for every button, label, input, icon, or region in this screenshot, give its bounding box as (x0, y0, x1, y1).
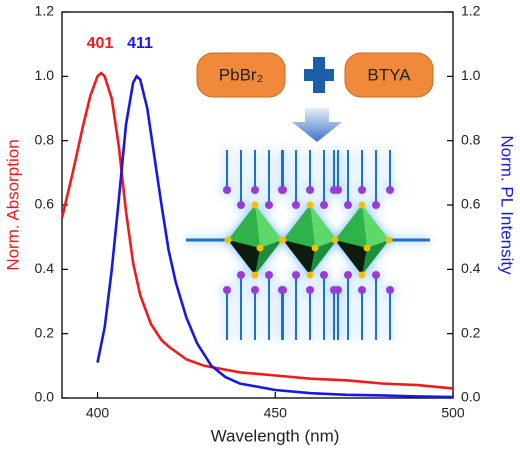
structure (186, 150, 430, 340)
x-axis-label: Wavelength (nm) (211, 426, 340, 445)
peak-label: 411 (127, 35, 153, 52)
data-line (60, 71, 454, 390)
bromine-atom (256, 244, 264, 252)
octahedron-face (335, 205, 367, 248)
ligand-atom (344, 201, 352, 209)
y-axis-label: Norm. Absorption (3, 139, 22, 270)
ligand-atom (306, 286, 314, 294)
x-tick-label: 450 (264, 405, 288, 421)
ligand-atom (223, 186, 231, 194)
data-line (96, 74, 454, 399)
ligand-atom (292, 201, 300, 209)
y2-tick-label: 0.4 (461, 260, 481, 276)
y-tick-label: 0.2 (35, 324, 55, 340)
octahedron-face (283, 205, 315, 248)
y-tick-label: 1.0 (35, 67, 55, 83)
y2-tick-label: 1.2 (461, 3, 481, 19)
ligand-atom (265, 271, 273, 279)
bromine-atom (358, 271, 366, 279)
y2-tick-label: 0.8 (461, 131, 481, 147)
bromine-atom (363, 244, 371, 252)
y2-tick-label: 0.6 (461, 196, 481, 212)
reactant-label: BTYA (367, 65, 411, 84)
ligand-atom (386, 286, 394, 294)
bromine-atom (311, 244, 319, 252)
ligand-atom (278, 186, 286, 194)
y2-axis-label: Norm. PL Intensity (498, 135, 517, 275)
octahedron-face (228, 240, 260, 275)
bromine-atom (251, 201, 259, 209)
bromine-atom (331, 236, 339, 244)
octahedron-face (283, 240, 315, 275)
bromine-atom (358, 201, 366, 209)
ligand-atom (372, 271, 380, 279)
octahedron-face (255, 205, 282, 248)
reactant-box (344, 52, 434, 98)
y2-tick-label: 1.0 (461, 67, 481, 83)
reactant-box (196, 52, 286, 98)
ligand-atom (358, 186, 366, 194)
y2-tick-label: 0.2 (461, 324, 481, 340)
y2-tick-label: 0.0 (461, 389, 481, 405)
reactant-label: PbBr₂ (219, 65, 263, 84)
bromine-atom (385, 236, 393, 244)
octahedron-face (310, 205, 337, 248)
octahedron-face (362, 205, 389, 248)
bromine-atom (224, 236, 232, 244)
ligand-atom (292, 271, 300, 279)
ligand-atom (386, 186, 394, 194)
bromine-atom (306, 201, 314, 209)
peak-label: 401 (87, 35, 114, 52)
plot-area: 0.0 0.2 0.4 0.6 0.8 1.0 1.2 0.0 0.2 0.4 0.6 0.8 1.0 1… (35, 3, 481, 421)
ligand-atom (344, 271, 352, 279)
ligand-atom (237, 201, 245, 209)
y-tick-label: 0.4 (35, 260, 55, 276)
bromine-atom (306, 271, 314, 279)
x-tick-label: 400 (86, 405, 110, 421)
ligand-atom (251, 286, 259, 294)
ligand-atom (358, 286, 366, 294)
arrow (292, 108, 342, 142)
ligand-atom (306, 186, 314, 194)
y-tick-label: 0.0 (35, 389, 55, 405)
y-tick-label: 0.6 (35, 196, 55, 212)
y-tick-label: 1.2 (35, 3, 55, 19)
ligand-atom (372, 201, 380, 209)
x-tick-label: 500 (441, 405, 465, 421)
bromine-atom (251, 271, 259, 279)
octahedron-face (335, 240, 367, 275)
ligand-atom (278, 286, 286, 294)
y-tick-label: 0.8 (35, 131, 55, 147)
ligand-atom (320, 271, 328, 279)
ligand-atom (237, 271, 245, 279)
ligand-atom (265, 201, 273, 209)
ligand-atom (251, 186, 259, 194)
plus (313, 57, 325, 93)
bromine-atom (279, 236, 287, 244)
octahedron-face (228, 205, 260, 248)
ligand-atom (330, 186, 338, 194)
ligand-atom (330, 286, 338, 294)
ligand-atom (320, 201, 328, 209)
ligand-atom (223, 286, 231, 294)
inset-diagram: PbBr₂ BTYA (186, 52, 434, 340)
